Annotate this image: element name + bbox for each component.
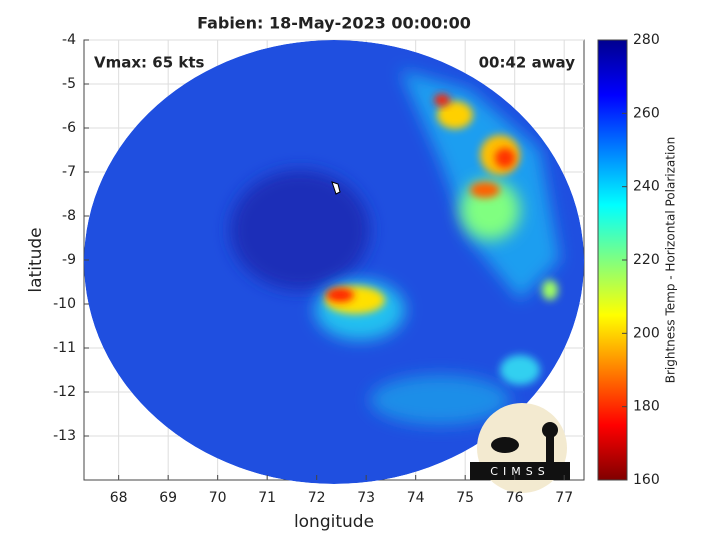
colorbar-tick-label: 180 bbox=[633, 399, 660, 415]
x-tick-label: 71 bbox=[258, 490, 276, 506]
x-tick-label: 70 bbox=[209, 490, 227, 506]
colorbar-tick-label: 220 bbox=[633, 252, 660, 268]
y-tick-label: -10 bbox=[53, 296, 76, 312]
colorbar-tick-label: 160 bbox=[633, 472, 660, 488]
annotation: 00:42 away bbox=[479, 54, 576, 72]
logo-text: CIMSS bbox=[490, 465, 549, 478]
colorbar-label: Brightness Temp - Horizontal Polarizatio… bbox=[664, 137, 678, 384]
x-tick-label: 74 bbox=[407, 490, 425, 506]
x-tick-label: 69 bbox=[159, 490, 177, 506]
x-tick-label: 75 bbox=[456, 490, 474, 506]
x-tick-label: 72 bbox=[308, 490, 326, 506]
colorbar-tick-label: 280 bbox=[633, 32, 660, 48]
annotation: Vmax: 65 kts bbox=[94, 54, 204, 72]
y-tick-label: -11 bbox=[53, 340, 76, 356]
y-tick-label: -5 bbox=[62, 76, 76, 92]
y-tick-label: -8 bbox=[62, 208, 76, 224]
x-tick-label: 77 bbox=[555, 490, 573, 506]
y-tick-label: -12 bbox=[53, 384, 76, 400]
x-axis-label: longitude bbox=[294, 512, 374, 532]
colorbar-tick-label: 200 bbox=[633, 325, 660, 341]
colorbar-tick-label: 260 bbox=[633, 105, 660, 121]
y-tick-label: -9 bbox=[62, 252, 76, 268]
imagery bbox=[84, 40, 584, 484]
y-tick-label: -6 bbox=[62, 120, 76, 136]
chart-title: Fabien: 18-May-2023 00:00:00 bbox=[197, 14, 471, 33]
x-tick-label: 68 bbox=[110, 490, 128, 506]
y-tick-label: -4 bbox=[62, 32, 76, 48]
y-tick-label: -13 bbox=[53, 428, 76, 444]
colorbar-tick-label: 240 bbox=[633, 179, 660, 195]
y-tick-label: -7 bbox=[62, 164, 76, 180]
logo: CIMSS bbox=[470, 403, 570, 493]
x-tick-label: 73 bbox=[357, 490, 375, 506]
x-tick-label: 76 bbox=[506, 490, 524, 506]
y-axis-label: latitude bbox=[26, 227, 46, 292]
